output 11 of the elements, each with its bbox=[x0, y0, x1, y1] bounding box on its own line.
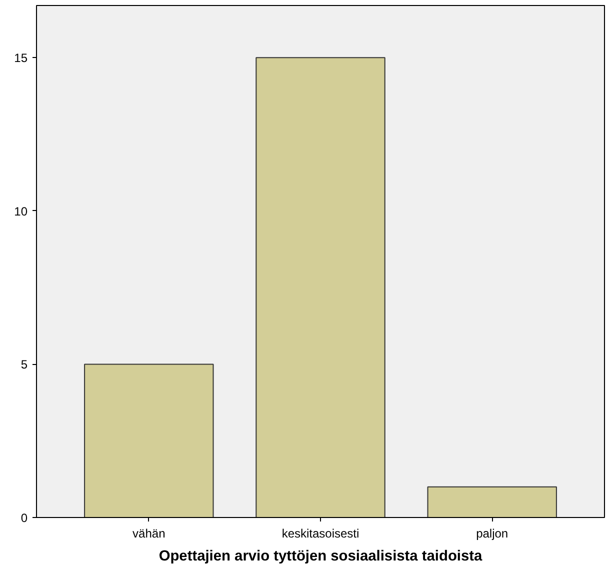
bar bbox=[256, 57, 386, 518]
x-tick-label: paljon bbox=[476, 526, 508, 540]
x-tick-label: keskitasoisesti bbox=[282, 526, 360, 540]
y-tick-label: 15 bbox=[14, 51, 28, 66]
y-tick-label: 5 bbox=[20, 358, 28, 372]
x-tick-label: vähän bbox=[132, 526, 166, 540]
bar bbox=[427, 486, 557, 518]
x-axis-title: Opettajien arvio tyttöjen sosiaalisista taidoista bbox=[158, 548, 484, 564]
y-tick-label: 0 bbox=[20, 511, 28, 525]
bar bbox=[84, 364, 214, 518]
y-tick-label: 10 bbox=[14, 204, 28, 218]
